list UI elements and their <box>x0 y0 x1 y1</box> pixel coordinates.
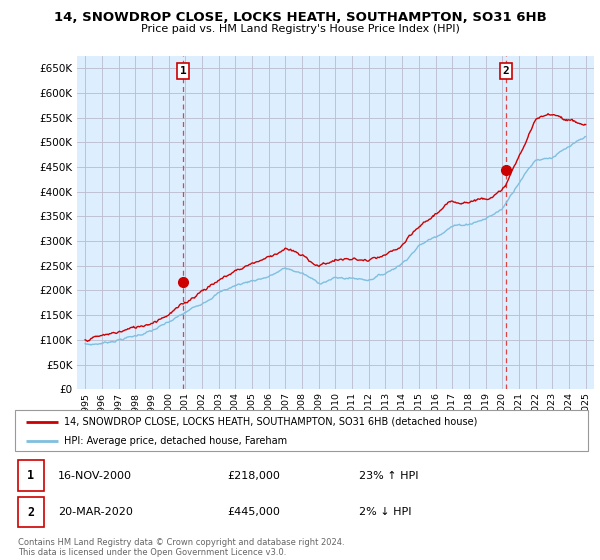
Text: Price paid vs. HM Land Registry's House Price Index (HPI): Price paid vs. HM Land Registry's House … <box>140 24 460 34</box>
Text: 2% ↓ HPI: 2% ↓ HPI <box>359 507 412 517</box>
Text: Contains HM Land Registry data © Crown copyright and database right 2024.
This d: Contains HM Land Registry data © Crown c… <box>18 538 344 557</box>
Text: £218,000: £218,000 <box>227 471 280 480</box>
Text: 2: 2 <box>503 66 509 76</box>
Text: 16-NOV-2000: 16-NOV-2000 <box>58 471 132 480</box>
Text: 1: 1 <box>180 66 187 76</box>
Text: 2: 2 <box>27 506 34 519</box>
Text: 20-MAR-2020: 20-MAR-2020 <box>58 507 133 517</box>
FancyBboxPatch shape <box>18 460 44 491</box>
Text: 23% ↑ HPI: 23% ↑ HPI <box>359 471 418 480</box>
FancyBboxPatch shape <box>15 410 588 451</box>
Text: 14, SNOWDROP CLOSE, LOCKS HEATH, SOUTHAMPTON, SO31 6HB (detached house): 14, SNOWDROP CLOSE, LOCKS HEATH, SOUTHAM… <box>64 417 477 427</box>
Text: 14, SNOWDROP CLOSE, LOCKS HEATH, SOUTHAMPTON, SO31 6HB: 14, SNOWDROP CLOSE, LOCKS HEATH, SOUTHAM… <box>53 11 547 24</box>
FancyBboxPatch shape <box>18 497 44 528</box>
Text: 1: 1 <box>27 469 34 482</box>
Text: £445,000: £445,000 <box>227 507 280 517</box>
Text: HPI: Average price, detached house, Fareham: HPI: Average price, detached house, Fare… <box>64 436 287 446</box>
